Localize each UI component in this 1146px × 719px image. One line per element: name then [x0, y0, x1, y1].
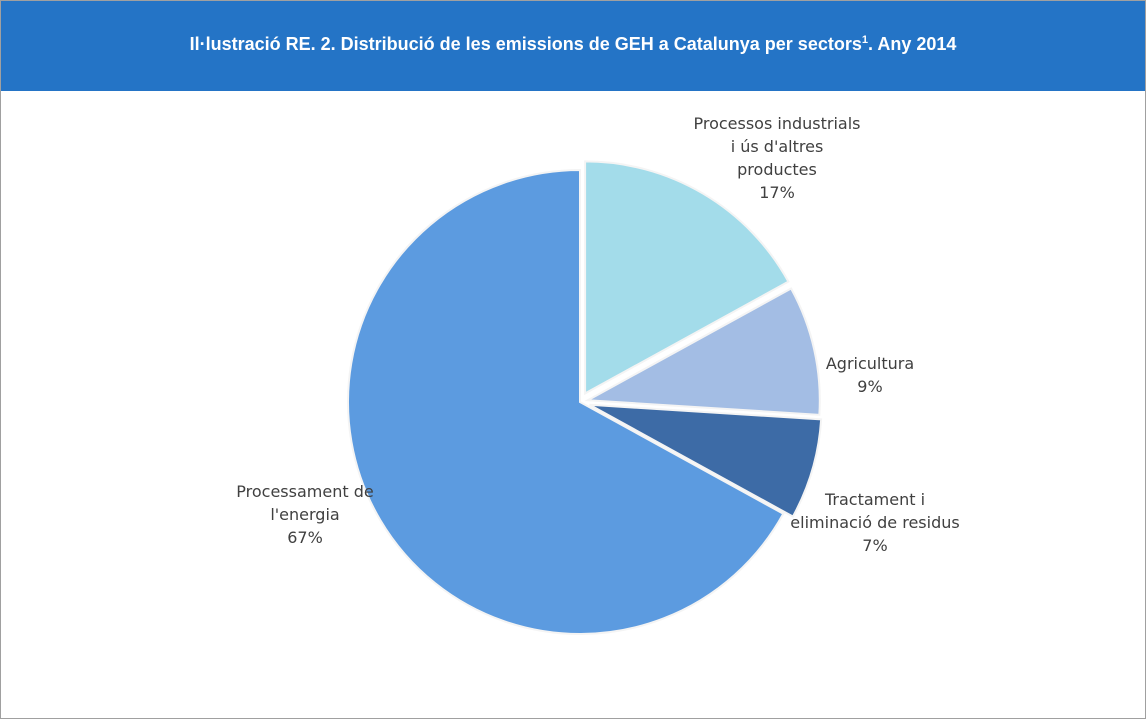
slice-label: Agricultura 9%: [785, 352, 955, 398]
header: Il·lustració RE. 2. Distribució de les e…: [1, 1, 1145, 91]
pie-slice: [589, 403, 823, 518]
title-footnote: 1: [861, 34, 868, 46]
pie-slice: [584, 160, 790, 396]
category-label: Processament de l'energia: [236, 482, 374, 524]
pie-slice: [584, 287, 821, 416]
category-label: Tractament i eliminació de residus: [790, 490, 960, 532]
pie-slice: [347, 168, 785, 635]
category-label: Agricultura: [825, 354, 915, 373]
slice-label: Processos industrials i ús d'altres prod…: [692, 112, 862, 204]
slice-label: Tractament i eliminació de residus 7%: [790, 488, 960, 557]
value-label: 9%: [857, 377, 883, 396]
slice-label: Processament de l'energia 67%: [220, 480, 390, 549]
value-label: 7%: [862, 536, 888, 555]
value-label: 67%: [287, 528, 323, 547]
chart-title: Il·lustració RE. 2. Distribució de les e…: [1, 34, 1145, 55]
title-text: Il·lustració RE. 2. Distribució de les e…: [189, 34, 862, 54]
category-label: Processos industrials i ús d'altres prod…: [693, 114, 861, 179]
value-label: 17%: [759, 183, 795, 202]
title-text: . Any 2014: [867, 34, 957, 54]
